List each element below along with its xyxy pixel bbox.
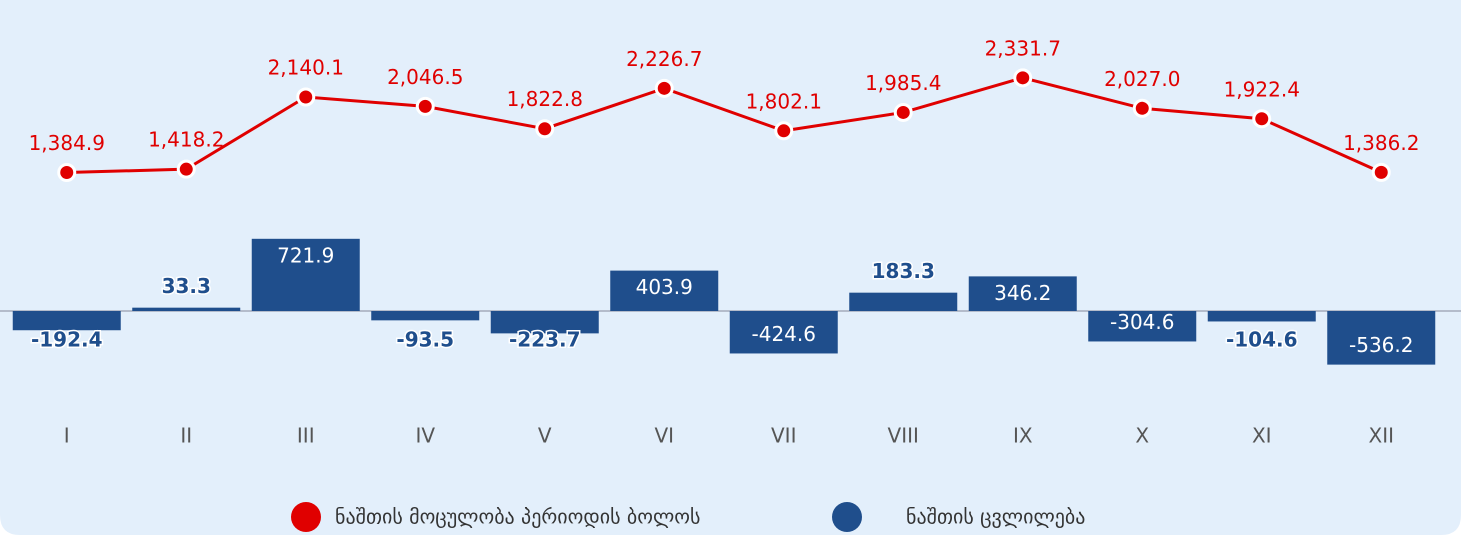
line-value-label: 1,384.9 xyxy=(29,131,105,155)
bar-value-label: -304.6 xyxy=(1110,310,1174,334)
line-value-label: 2,046.5 xyxy=(387,65,463,89)
line-point xyxy=(535,119,555,139)
bar-value-label: -104.6 xyxy=(1226,328,1298,352)
x-tick-label: III xyxy=(297,424,315,448)
x-tick-label: II xyxy=(180,424,192,448)
line xyxy=(66,76,1382,175)
line-value-label: 1,985.4 xyxy=(865,71,941,95)
line-value-label: 1,418.2 xyxy=(148,128,224,152)
line-point xyxy=(296,87,316,107)
line-point xyxy=(654,78,674,98)
bar xyxy=(968,276,1077,311)
legend-label: ნაშთის ცვლილება xyxy=(906,505,1085,529)
bar-value-label: -223.7 xyxy=(509,328,581,352)
x-tick-label: IV xyxy=(415,424,435,448)
bar xyxy=(1207,311,1316,322)
line-value-label: 1,386.2 xyxy=(1343,131,1419,155)
bar-value-label: -192.4 xyxy=(31,328,103,352)
x-tick-label: VII xyxy=(771,424,796,448)
x-tick-label: V xyxy=(538,424,552,448)
x-tick-label: XI xyxy=(1252,424,1272,448)
line-point xyxy=(1252,109,1272,129)
line-point xyxy=(1013,68,1033,88)
line-point xyxy=(176,159,196,179)
bar xyxy=(251,238,360,311)
x-tick-label: I xyxy=(64,424,70,448)
line-point xyxy=(893,102,913,122)
line-point xyxy=(774,121,794,141)
bar xyxy=(371,311,480,321)
line-value-label: 1,922.4 xyxy=(1224,77,1300,101)
bar xyxy=(490,311,599,334)
bar-value-label: -424.6 xyxy=(752,322,816,346)
bar-value-label: 183.3 xyxy=(872,259,935,283)
bar-value-label: 346.2 xyxy=(994,281,1051,305)
x-tick-label: VI xyxy=(654,424,674,448)
line-value-label: 1,802.1 xyxy=(746,89,822,113)
line-value-label: 2,027.0 xyxy=(1104,67,1180,91)
bar xyxy=(12,311,121,331)
bar xyxy=(610,270,719,311)
x-tick-label: X xyxy=(1135,424,1149,448)
bar-value-label: 403.9 xyxy=(636,275,693,299)
x-tick-label: IX xyxy=(1013,424,1033,448)
bar xyxy=(1327,311,1436,365)
line-value-label: 2,140.1 xyxy=(268,55,344,79)
line-point xyxy=(415,96,435,116)
bar xyxy=(849,292,958,311)
x-tick-label: VIII xyxy=(888,424,919,448)
bar xyxy=(729,311,838,354)
x-tick-label: XII xyxy=(1369,424,1395,448)
line-value-label: 1,822.8 xyxy=(507,87,583,111)
bar-value-label: -93.5 xyxy=(396,328,454,352)
line-point xyxy=(1132,98,1152,118)
legend-swatch xyxy=(291,502,321,532)
bar-value-label: 721.9 xyxy=(277,243,334,267)
line-value-label: 2,226.7 xyxy=(626,47,702,71)
bar xyxy=(132,307,241,311)
line-value-label: 2,331.7 xyxy=(985,36,1061,60)
bar-value-label: 33.3 xyxy=(162,274,211,298)
line-point xyxy=(1371,162,1391,182)
line-point xyxy=(57,163,77,183)
bar xyxy=(1088,311,1197,342)
bar-value-label: -536.2 xyxy=(1349,333,1413,357)
legend-swatch xyxy=(832,502,862,532)
legend-label: ნაშთის მოცულობა პერიოდის ბოლოს xyxy=(335,505,700,529)
